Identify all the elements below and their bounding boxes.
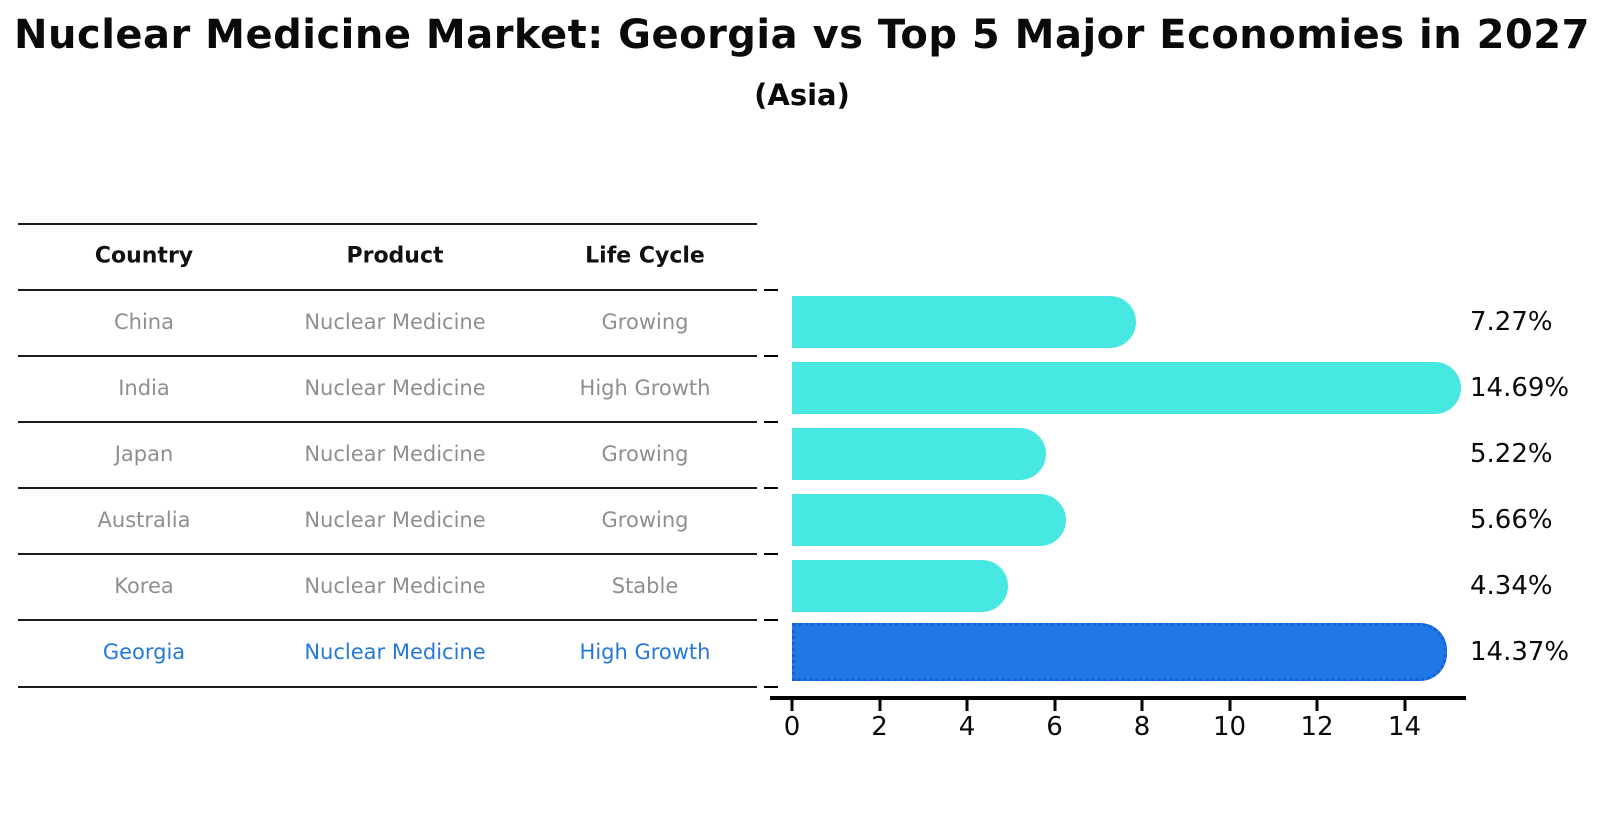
table-rule [18,355,757,357]
table-cell-product: Nuclear Medicine [304,310,486,334]
bar-korea [792,560,1008,612]
table-cell-country: Korea [114,574,174,598]
x-axis-tick-label: 8 [1133,712,1151,742]
x-axis-tick [965,700,969,711]
x-axis-tick [1228,700,1231,711]
table-cell-country: India [118,376,170,400]
chart-subtitle: (Asia) [754,78,850,112]
chart-title: Nuclear Medicine Market: Georgia vs Top … [14,12,1590,58]
table-rule [18,289,757,291]
x-axis-line [770,696,1466,700]
y-axis-tick [764,619,778,621]
x-axis-tick-label: 4 [958,712,976,742]
table-rule [18,686,757,688]
y-axis-tick [764,289,778,291]
table-cell-life_cycle: High Growth [579,640,711,664]
y-axis-tick [764,487,778,489]
x-axis-tick-label: 0 [783,712,801,742]
bar-georgia-highlighted [792,623,1447,681]
table-cell-product: Nuclear Medicine [304,508,486,532]
table-cell-country: Australia [97,508,191,532]
bar-india [792,362,1461,414]
y-axis-tick [764,553,778,555]
table-cell-product: Nuclear Medicine [304,640,486,664]
table-cell-life_cycle: Growing [601,442,689,466]
table-rule [18,223,757,225]
table-header-country: Country [94,243,194,269]
bar-value-label: 14.69% [1470,373,1570,403]
x-axis-tick [1140,700,1144,711]
x-axis-tick-label: 14 [1387,712,1422,742]
table-cell-life_cycle: Stable [611,574,679,598]
table-cell-country: China [114,310,174,334]
table-cell-country: Japan [114,442,174,466]
table-header-life-cycle: Life Cycle [585,243,705,269]
y-axis-tick [764,421,778,423]
bar-value-label: 14.37% [1470,637,1570,667]
x-axis-tick-label: 10 [1212,712,1247,742]
table-rule [18,421,757,423]
bar-japan [792,428,1046,480]
bar-value-label: 7.27% [1470,307,1553,337]
y-axis-tick [764,355,778,357]
table-cell-product: Nuclear Medicine [304,442,486,466]
x-axis-tick [1403,700,1406,711]
bar-china [792,296,1136,348]
x-axis-tick [790,700,794,711]
x-axis-tick [1053,700,1056,711]
x-axis-tick [1315,700,1319,711]
table-rule [18,553,757,555]
x-axis-tick [878,700,881,711]
table-cell-life_cycle: High Growth [579,376,711,400]
x-axis-tick-label: 12 [1300,712,1334,742]
x-axis-tick-label: 2 [871,712,888,742]
bar-value-label: 4.34% [1470,571,1553,601]
table-rule [18,487,757,489]
bar-value-label: 5.22% [1470,439,1553,469]
y-axis-tick [764,686,778,688]
table-cell-life_cycle: Growing [601,310,689,334]
table-cell-country: Georgia [102,640,186,664]
table-cell-product: Nuclear Medicine [304,376,486,400]
table-rule [18,619,757,621]
table-header-product: Product [346,243,444,269]
table-cell-life_cycle: Growing [601,508,689,532]
x-axis-tick-label: 6 [1046,712,1063,742]
table-cell-product: Nuclear Medicine [304,574,486,598]
bar-value-label: 5.66% [1470,505,1553,535]
bar-australia [792,494,1066,546]
